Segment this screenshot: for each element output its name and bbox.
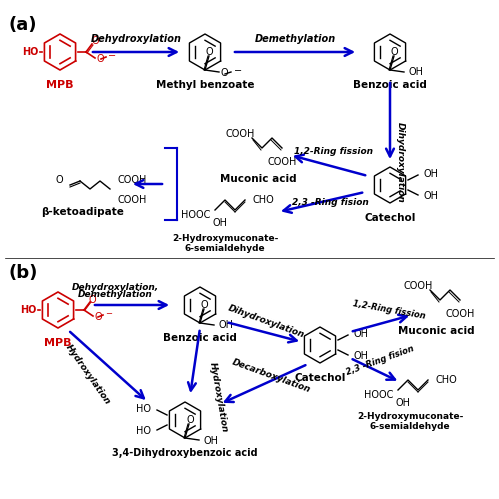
- Text: −: −: [234, 66, 242, 76]
- Text: O: O: [97, 54, 105, 64]
- Text: Demethylation: Demethylation: [78, 290, 152, 299]
- Text: HO: HO: [136, 404, 151, 414]
- Text: O: O: [221, 68, 229, 78]
- Text: (a): (a): [8, 16, 36, 34]
- Text: Catechol: Catechol: [364, 213, 416, 223]
- Text: Decarboxylation: Decarboxylation: [231, 357, 312, 394]
- Text: 1,2-Ring fission: 1,2-Ring fission: [294, 147, 373, 156]
- Text: O: O: [205, 47, 213, 57]
- Text: COOH: COOH: [403, 281, 433, 291]
- Text: Hydroxylation: Hydroxylation: [64, 343, 112, 407]
- Text: Dihydroxylation: Dihydroxylation: [227, 304, 306, 340]
- Text: −: −: [108, 51, 116, 61]
- Text: CHO: CHO: [253, 195, 275, 205]
- Text: Muconic acid: Muconic acid: [398, 326, 475, 336]
- Text: O: O: [390, 47, 398, 57]
- Text: Demethylation: Demethylation: [254, 34, 336, 44]
- Text: HOOC: HOOC: [364, 390, 393, 400]
- Text: HO: HO: [136, 426, 151, 436]
- Text: O: O: [91, 36, 99, 46]
- Text: O: O: [186, 415, 194, 425]
- Text: COOH: COOH: [118, 175, 147, 185]
- Text: COOH: COOH: [267, 157, 297, 167]
- Text: COOH: COOH: [226, 129, 254, 139]
- Text: Dihydroxylation: Dihydroxylation: [396, 122, 405, 203]
- Text: Benzoic acid: Benzoic acid: [353, 80, 427, 90]
- Text: HO: HO: [22, 47, 39, 57]
- Text: Methyl benzoate: Methyl benzoate: [156, 80, 254, 90]
- Text: −: −: [105, 309, 112, 318]
- Text: O: O: [95, 312, 103, 322]
- Text: Muconic acid: Muconic acid: [220, 174, 296, 184]
- Text: OH: OH: [219, 320, 234, 330]
- Text: Benzoic acid: Benzoic acid: [163, 333, 237, 343]
- Text: O: O: [55, 175, 63, 185]
- Text: O: O: [88, 295, 96, 305]
- Text: 2-Hydroxymuconate-
6-semialdehyde: 2-Hydroxymuconate- 6-semialdehyde: [357, 412, 463, 432]
- Text: 2,3 -Ring fision: 2,3 -Ring fision: [291, 198, 368, 207]
- Text: 3,4-Dihydroxybenzoic acid: 3,4-Dihydroxybenzoic acid: [112, 448, 258, 458]
- Text: OH: OH: [424, 191, 439, 201]
- Text: MPB: MPB: [46, 80, 74, 90]
- Text: 1,2-Ring fission: 1,2-Ring fission: [352, 299, 426, 320]
- Text: COOH: COOH: [118, 195, 147, 205]
- Text: MPB: MPB: [44, 338, 72, 348]
- Text: HO: HO: [20, 305, 37, 315]
- Text: Hydroxylation: Hydroxylation: [208, 361, 229, 433]
- Text: Dehydroxylation: Dehydroxylation: [90, 34, 182, 44]
- Text: OH: OH: [409, 67, 424, 77]
- Text: HOOC: HOOC: [181, 210, 210, 220]
- Text: Catechol: Catechol: [294, 373, 346, 383]
- Text: (b): (b): [8, 264, 37, 282]
- Text: OH: OH: [354, 351, 369, 361]
- Text: OH: OH: [396, 398, 411, 408]
- Text: Dehydroxylation,: Dehydroxylation,: [71, 283, 159, 292]
- Text: OH: OH: [204, 436, 219, 446]
- Text: β-ketoadipate: β-ketoadipate: [41, 207, 124, 217]
- Text: 2,3 -Ring fision: 2,3 -Ring fision: [345, 344, 416, 377]
- Text: COOH: COOH: [445, 309, 475, 319]
- Text: OH: OH: [213, 218, 228, 228]
- Text: OH: OH: [354, 329, 369, 339]
- Text: OH: OH: [424, 169, 439, 179]
- Text: 2-Hydroxymuconate-
6-semialdehyde: 2-Hydroxymuconate- 6-semialdehyde: [172, 234, 278, 253]
- Text: O: O: [200, 300, 208, 310]
- Text: CHO: CHO: [436, 375, 458, 385]
